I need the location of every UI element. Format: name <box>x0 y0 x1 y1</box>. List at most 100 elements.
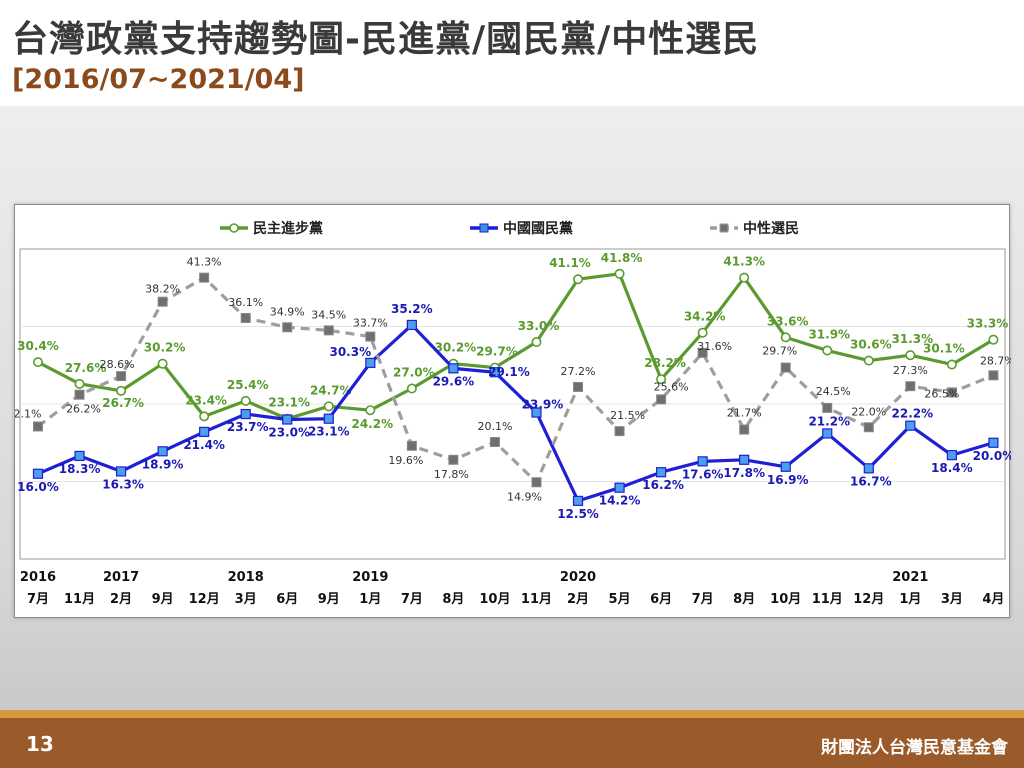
x-tick-label: 11月 <box>812 592 843 607</box>
data-label: 41.1% <box>549 256 591 270</box>
slide-title: 台灣政黨支持趨勢圖-民進黨/國民黨/中性選民 <box>12 19 760 60</box>
data-label: 26.7% <box>102 396 144 410</box>
series-3: 22.1% 26.2% 28.6% 38.2% 41.3% 36.1% 34.9% 34.5%… <box>15 256 1011 504</box>
data-point <box>282 322 293 333</box>
data-label: 14.9% <box>507 490 542 503</box>
data-point <box>365 405 376 416</box>
x-year-label: 2021 <box>892 570 928 585</box>
data-label: 20.1% <box>477 420 512 433</box>
data-label: 31.3% <box>892 332 934 346</box>
data-point <box>365 331 376 342</box>
data-point <box>531 407 542 418</box>
x-tick-label: 11月 <box>521 592 552 607</box>
data-label: 30.2% <box>435 341 477 355</box>
data-point <box>157 446 168 457</box>
party-support-line-chart: 民主進步黨 中國國民黨 中性選民30.4%27.6%26.7%30.2%23.4%2… <box>15 220 1011 607</box>
data-point <box>406 319 417 331</box>
data-label: 25.6% <box>654 380 689 393</box>
x-tick-label: 12月 <box>853 592 884 607</box>
x-tick-label: 10月 <box>479 592 510 607</box>
data-label: 33.6% <box>767 314 809 328</box>
data-point <box>739 454 750 465</box>
data-label: 29.6% <box>433 374 475 388</box>
data-label: 14.2% <box>599 494 641 508</box>
data-point <box>33 421 43 432</box>
data-point <box>863 463 874 474</box>
data-point <box>323 401 334 412</box>
data-point <box>946 387 957 398</box>
data-point <box>157 358 168 369</box>
data-label: 21.4% <box>183 438 225 452</box>
data-label: 33.0% <box>518 319 560 333</box>
data-point <box>988 334 999 345</box>
x-tick-label: 1月 <box>359 592 381 607</box>
x-tick-label: 2月 <box>567 592 589 607</box>
series-line <box>37 272 995 421</box>
data-point <box>489 367 501 378</box>
x-tick-label: 4月 <box>982 592 1004 607</box>
data-label: 34.2% <box>684 310 726 324</box>
data-point <box>489 436 500 447</box>
data-point <box>74 389 85 400</box>
data-point <box>323 325 334 336</box>
data-point <box>697 347 708 358</box>
data-label: 23.1% <box>308 425 350 439</box>
x-tick-label: 12月 <box>189 592 220 607</box>
data-point <box>240 312 251 323</box>
data-label: 24.2% <box>351 417 393 431</box>
data-label: 17.8% <box>723 466 765 480</box>
legend-label: 民主進步黨 <box>253 220 323 237</box>
data-point <box>822 428 833 439</box>
data-label: 29.7% <box>476 345 518 359</box>
footer-accent-line <box>0 710 1024 718</box>
footer-bar: 13 財團法人台灣民意基金會 <box>0 718 1024 768</box>
data-point <box>946 450 957 461</box>
data-point <box>448 363 459 374</box>
data-label: 34.5% <box>311 308 346 321</box>
series-1: 30.4% 27.6% 26.7% 30.2% 23.4%25.4% 23.1%24.7%… <box>17 251 1008 431</box>
x-tick-label: 2月 <box>110 592 132 607</box>
data-label: 29.1% <box>488 365 530 379</box>
data-label: 18.3% <box>59 462 101 476</box>
data-point <box>656 374 667 385</box>
data-label: 27.3% <box>893 364 928 377</box>
data-point <box>448 454 459 465</box>
data-label: 21.7% <box>727 407 762 420</box>
legend-marker <box>229 223 239 233</box>
data-point <box>74 450 85 462</box>
data-label: 23.7% <box>227 420 269 434</box>
data-point <box>863 355 874 366</box>
data-point <box>572 495 584 506</box>
data-point <box>614 268 625 279</box>
data-point <box>199 426 210 437</box>
x-year-label: 2017 <box>103 570 139 585</box>
data-point <box>531 477 542 488</box>
x-tick-label: 9月 <box>318 592 340 607</box>
data-point <box>240 395 251 406</box>
data-label: 12.5% <box>557 507 599 521</box>
data-point <box>614 426 625 437</box>
data-label: 27.2% <box>561 365 596 378</box>
data-point <box>905 420 916 431</box>
x-year-label: 2019 <box>352 570 388 585</box>
series-line <box>37 323 994 503</box>
data-point <box>323 413 334 424</box>
data-label: 29.7% <box>762 345 797 358</box>
x-tick-label: 5月 <box>609 592 631 607</box>
x-tick-label: 10月 <box>770 592 801 607</box>
data-label: 33.7% <box>353 317 388 330</box>
data-label: 16.7% <box>850 474 892 488</box>
data-label: 36.1% <box>228 296 263 309</box>
data-point <box>988 370 999 381</box>
data-label: 21.5% <box>610 409 645 422</box>
data-point <box>573 274 584 285</box>
data-label: 17.6% <box>682 467 724 481</box>
data-label: 23.4% <box>185 393 227 407</box>
x-year-label: 2016 <box>20 570 56 585</box>
data-point <box>116 371 127 382</box>
data-label: 30.4% <box>17 339 59 353</box>
data-label: 41.3% <box>187 256 222 269</box>
data-label: 41.3% <box>723 255 765 269</box>
x-tick-label: 1月 <box>899 592 921 607</box>
data-point <box>199 411 210 422</box>
